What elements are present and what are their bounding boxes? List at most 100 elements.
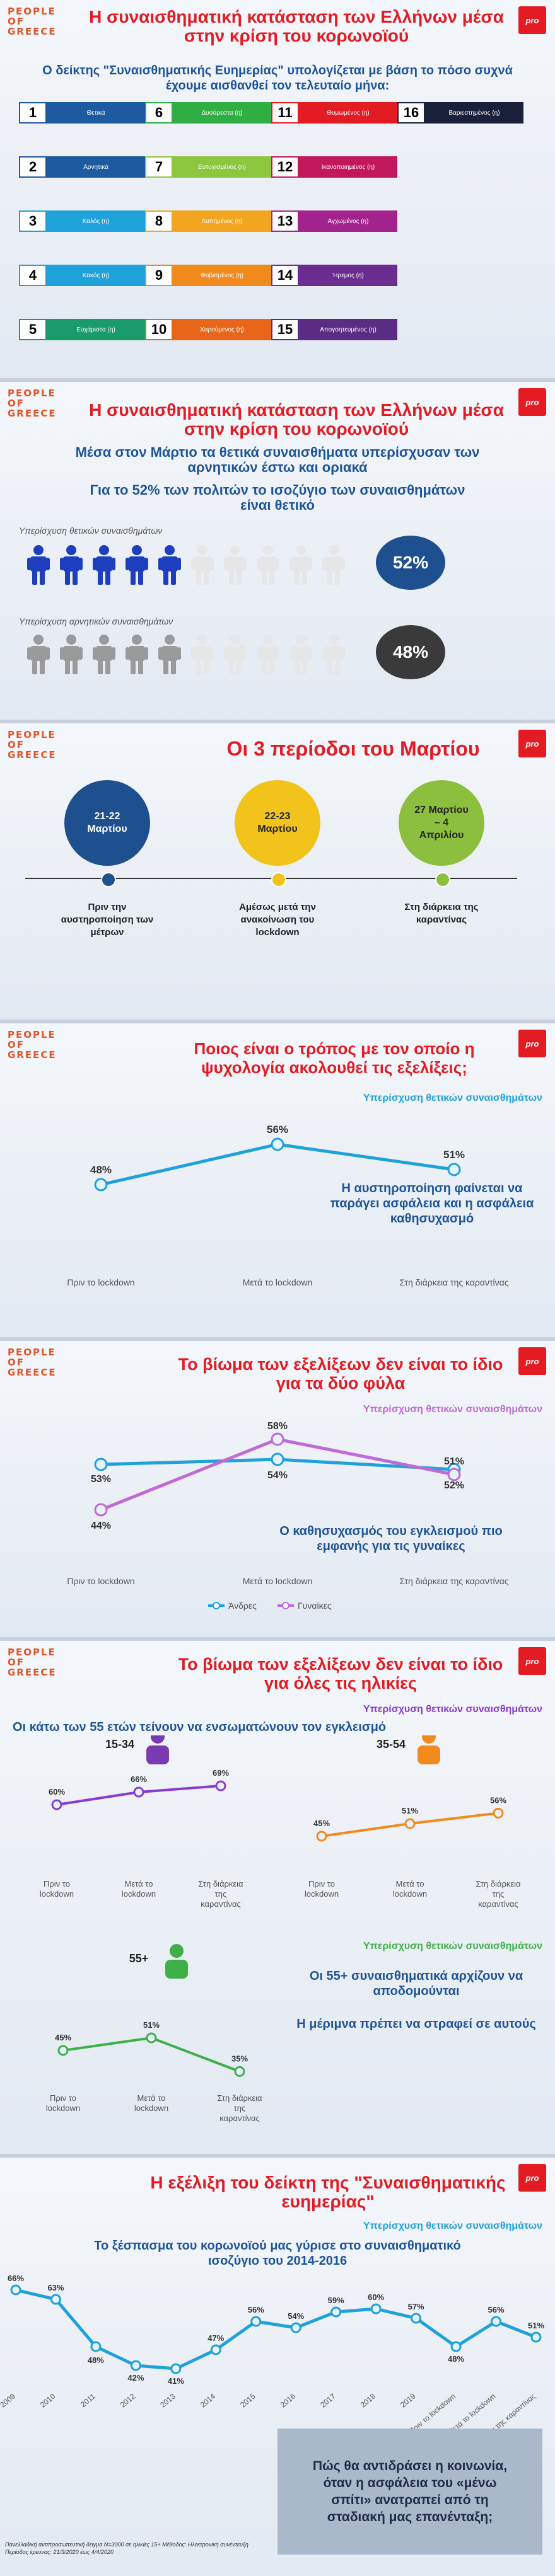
age-chart-0: 60% 66% 69% Πριν το lockdown Μετά το lockdown Σ…: [40, 1768, 243, 1909]
index-label: Απογοητευμένος (η): [299, 319, 397, 340]
data-point: [146, 2032, 157, 2044]
people-of-greece-logo: PEOPLE OF GREECE: [8, 388, 57, 419]
panel5-series-label: Υπερίσχυση θετικών συναισθημάτων: [363, 1404, 542, 1415]
panel6-title: Το βίωμα των εξελίξεων δεν είναι το ίδιο…: [178, 1655, 503, 1693]
data-point: [234, 2066, 245, 2077]
index-number: 1: [19, 102, 47, 124]
axis-tick-label: 2010: [38, 2391, 57, 2409]
pro-logo: pro: [518, 1347, 546, 1375]
data-point: [450, 2341, 462, 2352]
legend: Άνδρες Γυναίκες: [208, 1601, 332, 1611]
data-label: 66%: [131, 1774, 147, 1784]
panel6-old-note2: Η μέριμνα πρέπει να στραφεί σε αυτούς: [296, 2017, 536, 2031]
divider: [0, 2154, 555, 2158]
data-label: 56%: [267, 1124, 288, 1136]
index-item: 16 Βαριεστημένος (η): [397, 101, 523, 125]
data-point: [90, 2341, 102, 2352]
pro-logo: pro: [518, 1030, 546, 1057]
data-point: [330, 2306, 342, 2318]
divider: [0, 1020, 555, 1023]
panel7-title: Η εξέλιξη του δείκτη της "Συναισθηματική…: [150, 2173, 506, 2211]
person-icon: [126, 635, 148, 674]
person-icon: [60, 635, 83, 674]
index-number: 14: [271, 265, 299, 286]
axis-tick-label: 2016: [279, 2391, 298, 2409]
index-number: 4: [19, 265, 47, 286]
person-icon: [289, 545, 312, 585]
person-icon: [289, 635, 312, 674]
data-point: [404, 1818, 416, 1829]
axis-tick-label: 2015: [238, 2391, 257, 2409]
index-number: 8: [145, 210, 173, 232]
data-label: 57%: [408, 2302, 424, 2311]
positive-value-circle: 52%: [376, 536, 445, 590]
index-label: Φοβισμένος (η): [173, 265, 271, 286]
index-label: Ευτυχισμένος (η): [173, 156, 271, 178]
data-label: 56%: [490, 1795, 506, 1805]
data-label: 35%: [231, 2054, 248, 2063]
axis-tick-label: Μετά το lockdown: [122, 1879, 156, 1899]
data-point: [370, 2303, 382, 2314]
index-item: 7 Ευτυχισμένος (η): [145, 155, 271, 179]
panel5-note: Ο καθησυχασμός του εγκλεισμού πιο εμφανή…: [279, 1524, 503, 1553]
age-group-label: 55+: [129, 1952, 149, 1965]
axis-tick-label: Στη διάρκεια της καραντίνας: [400, 1277, 509, 1287]
index-item: 13 Αγχωμένος (η): [271, 209, 397, 233]
panel7-series-label: Υπερίσχυση θετικών συναισθημάτων: [363, 2221, 542, 2231]
data-label: 60%: [49, 1787, 65, 1797]
index-number: 9: [145, 265, 173, 286]
chart-group: 66% 63% 48% 42% 41% 47% 56% 54% 59% 60% 57% 48% 56% 5…: [0, 2274, 544, 2435]
index-label: Λυπημένος (η): [173, 210, 271, 232]
data-label: 51%: [402, 1806, 418, 1815]
panel-psychology: PEOPLE OF GREECE pro Ποιος είναι ο τρόπος …: [0, 1023, 555, 1337]
index-number: 15: [271, 319, 299, 340]
negative-label: Υπερίσχυση αρνητικών συναισθημάτων: [19, 616, 173, 626]
axis-tick-label: Μετά το lockdown: [134, 2093, 168, 2113]
people-of-greece-logo: PEOPLE OF GREECE: [8, 729, 57, 761]
period-dates: 22-23 Μαρτίου: [257, 811, 298, 834]
data-point: [271, 1432, 284, 1446]
person-icon: [27, 635, 50, 674]
data-point: [411, 2313, 422, 2324]
axis-tick-label: Πριν το lockdown: [305, 1879, 339, 1899]
index-number: 6: [145, 102, 173, 124]
people-of-greece-logo: PEOPLE OF GREECE: [8, 1347, 57, 1378]
data-label: 66%: [8, 2274, 24, 2283]
legend-marker: [213, 1602, 220, 1609]
panel4-note: Η αυστηροποίηση φαίνεται να παράγει ασφά…: [330, 1182, 534, 1226]
index-label: Αρνητικά: [47, 156, 145, 178]
index-number: 3: [19, 210, 47, 232]
legend-label: Γυναίκες: [298, 1601, 332, 1611]
series-line: [15, 2288, 537, 2371]
age-group-label: 35-54: [377, 1738, 406, 1751]
axis-tick-label: 2009: [0, 2391, 17, 2409]
index-item: 5 Ευχάριστα (η): [19, 318, 145, 342]
pro-logo: pro: [518, 388, 546, 416]
person-icon: [27, 545, 50, 585]
data-label: 56%: [248, 2305, 264, 2314]
index-item: 8 Λυπημένος (η): [145, 209, 271, 233]
index-number: 12: [271, 156, 299, 178]
person-icon: [165, 1944, 188, 1979]
axis-tick-label: Πριν το lockdown: [67, 1277, 134, 1287]
panel7-footnote: Πανελλαδική αντιπροσωπευτική δειγμα N=30…: [5, 2541, 248, 2555]
axis-tick-label: 2012: [119, 2391, 137, 2409]
data-label: 69%: [213, 1768, 229, 1778]
data-label: 45%: [55, 2033, 71, 2042]
axis-tick-label: Στη διάρκεια της καραντίνας: [476, 1879, 521, 1909]
index-number: 11: [271, 102, 299, 124]
data-label: 45%: [313, 1819, 330, 1828]
index-number: 10: [145, 319, 173, 340]
panel1-title: Η συναισθηματική κατάσταση των Ελλήνων μ…: [89, 7, 504, 45]
age-chart-1: 45% 51% 56% Πριν το lockdown Μετά το lockdown Σ…: [305, 1795, 521, 1909]
panel5-title: Το βίωμα των εξελίξεων δεν είναι το ίδιο…: [178, 1355, 503, 1393]
age-chart-2: 45% 51% 35% Πριν το lockdown Μετά το lockdown Σ…: [46, 2020, 262, 2123]
negative-value-circle: 48%: [376, 625, 445, 679]
axis-tick-label: Στη διάρκεια της καραντίνας: [400, 1576, 509, 1586]
data-label: 53%: [91, 1474, 111, 1485]
data-point: [447, 1468, 461, 1481]
index-item: 6 Δυσάρεστα (η): [145, 101, 271, 125]
data-label: 51%: [444, 1456, 464, 1467]
panel6-series-label-2: Υπερίσχυση θετικών συναισθημάτων: [363, 1941, 542, 1952]
person-icon: [158, 635, 181, 674]
